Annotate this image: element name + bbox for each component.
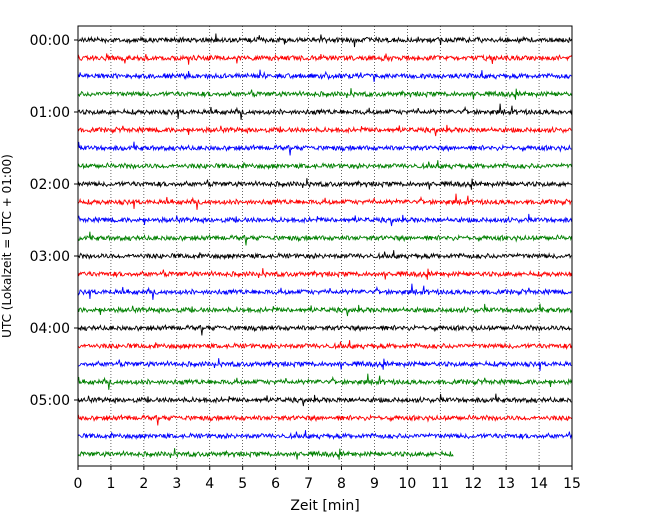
trace-row-0530 <box>77 430 572 441</box>
trace-row-0415 <box>77 340 572 351</box>
y-tick-label-1: 01:00 <box>30 105 70 121</box>
trace-row-0315 <box>77 268 572 280</box>
trace-row-0100 <box>77 103 572 120</box>
x-tick-label-3: 3 <box>172 476 181 492</box>
x-tick-label-9: 9 <box>370 476 379 492</box>
x-tick-label-15: 15 <box>563 476 581 492</box>
x-tick-label-6: 6 <box>271 476 280 492</box>
trace-row-0445 <box>77 373 572 390</box>
trace-row-0545 <box>77 448 454 460</box>
trace-row-0000 <box>77 33 572 48</box>
y-tick-label-2: 02:00 <box>30 177 70 193</box>
x-tick-label-2: 2 <box>139 476 148 492</box>
x-tick-label-0: 0 <box>74 476 83 492</box>
plot-frame <box>77 25 573 467</box>
y-axis-label: UTC (Lokalzeit = UTC + 01:00) <box>0 154 14 338</box>
trace-row-0015 <box>77 53 572 65</box>
trace-row-0115 <box>77 124 572 137</box>
x-tick-label-13: 13 <box>497 476 515 492</box>
x-tick-label-10: 10 <box>398 476 416 492</box>
trace-row-0245 <box>77 231 572 246</box>
y-tick-label-5: 05:00 <box>30 393 70 409</box>
x-tick-label-1: 1 <box>106 476 115 492</box>
y-tick-label-0: 00:00 <box>30 33 70 49</box>
trace-row-0430 <box>77 358 572 371</box>
trace-row-0230 <box>77 213 572 227</box>
trace-row-0215 <box>77 193 572 210</box>
trace-row-0515 <box>77 413 572 426</box>
trace-row-0045 <box>77 88 572 100</box>
trace-row-0345 <box>77 303 572 317</box>
y-tick-label-3: 03:00 <box>30 249 70 265</box>
grid-lines <box>110 26 540 466</box>
trace-row-0130 <box>77 141 572 156</box>
trace-row-0400 <box>77 323 572 336</box>
trace-row-0300 <box>77 250 572 261</box>
x-tick-label-7: 7 <box>304 476 313 492</box>
trace-row-0500 <box>77 393 572 407</box>
x-tick-label-8: 8 <box>337 476 346 492</box>
trace-row-0145 <box>77 160 572 171</box>
x-tick-label-11: 11 <box>431 476 449 492</box>
x-tick-label-5: 5 <box>238 476 247 492</box>
y-tick-label-4: 04:00 <box>30 321 70 337</box>
x-tick-label-14: 14 <box>530 476 548 492</box>
y-axis-ticks: 00:00 01:00 02:00 03:00 04:00 05:00 <box>30 33 78 409</box>
x-tick-label-12: 12 <box>464 476 482 492</box>
x-axis-label: Zeit [min] <box>290 498 359 514</box>
trace-row-0200 <box>77 178 572 190</box>
x-axis-ticks: 0 1 2 3 4 5 6 7 8 9 10 11 12 13 14 15 <box>74 466 581 492</box>
trace-rows <box>77 33 572 460</box>
trace-row-0030 <box>77 69 572 82</box>
trace-row-0330 <box>77 283 572 300</box>
x-tick-label-4: 4 <box>205 476 214 492</box>
